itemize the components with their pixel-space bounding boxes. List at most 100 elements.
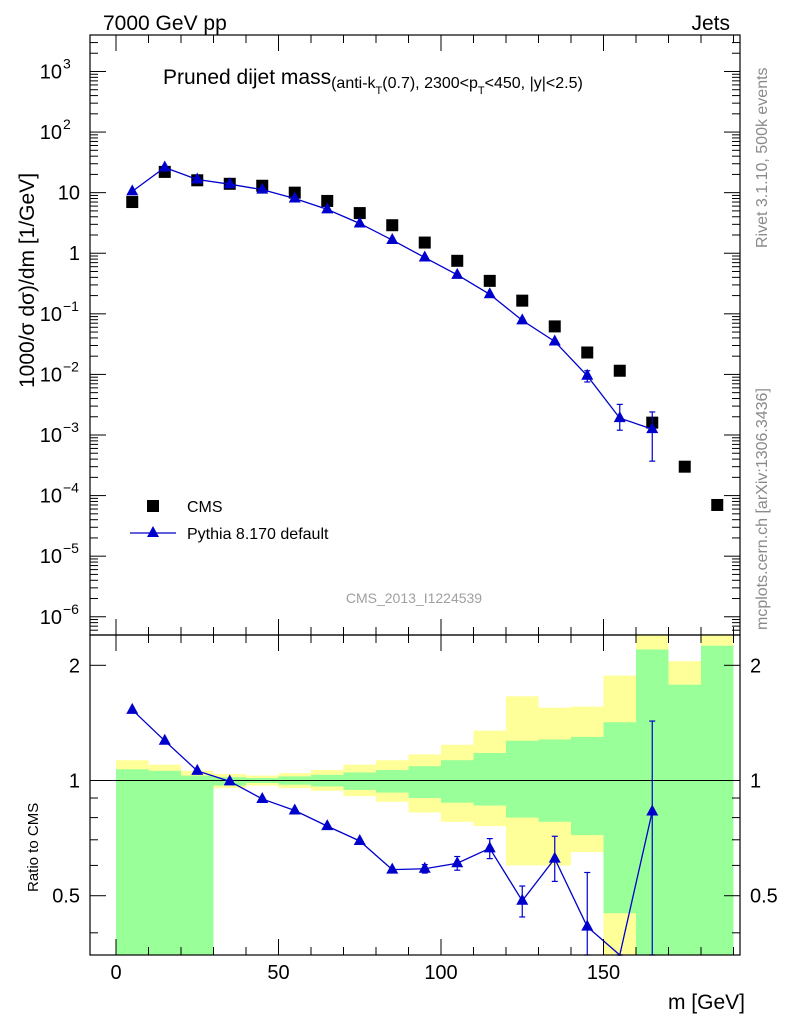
legend-pythia-marker	[147, 526, 159, 537]
main-y-tick-exponent: 3	[63, 55, 71, 71]
pythia-data-point	[191, 172, 204, 184]
ratio-inner-band	[116, 769, 149, 955]
ratio-inner-band	[408, 766, 441, 799]
cms-data-point	[451, 254, 464, 267]
main-x-ticks	[115, 35, 734, 635]
pythia-data-point	[386, 233, 399, 245]
ratio-data-point	[516, 893, 529, 905]
cms-data-point	[613, 364, 626, 377]
ratio-inner-band	[376, 770, 409, 793]
main-y-tick-exponent: 2	[63, 116, 71, 132]
ratio-inner-band	[148, 770, 181, 955]
main-y-tick-label: 1	[69, 243, 80, 265]
cms-data-point	[353, 207, 366, 220]
mcplots-label: mcplots.cern.ch [arXiv:1306.3436]	[754, 388, 771, 630]
main-y-tick-exponent: −5	[63, 540, 79, 556]
cms-data-point	[126, 196, 139, 209]
main-y-tick-label: 10	[40, 304, 62, 326]
ratio-data-marks	[126, 702, 659, 957]
pythia-data-point	[256, 182, 269, 194]
ratio-x-ticks: 0 50 100 150	[110, 635, 734, 984]
ratio-y-tick-label: 0.5	[52, 886, 80, 908]
ratio-inner-band	[343, 772, 376, 790]
main-y-tick-label: 10	[40, 364, 62, 386]
ratio-inner-band	[441, 760, 474, 803]
cms-data-point	[678, 460, 691, 473]
ratio-y-tick-label-right: 1	[750, 771, 761, 793]
ratio-plot-frame	[89, 634, 741, 956]
cms-data-point	[711, 498, 724, 511]
pythia-data-point	[288, 191, 301, 203]
x-tick-label: 0	[110, 962, 121, 984]
pythia-data-point	[483, 287, 496, 299]
rivet-version-label: Rivet 3.1.10, 500k events	[754, 67, 771, 248]
main-y-tick-label: 10	[40, 61, 62, 83]
ratio-plot-panel: 0 50 100 150 0.5 0.5 1 1 2 2 Ratio to CMS m [GeV…	[25, 634, 778, 1014]
analysis-watermark: CMS_2013_I1224539	[346, 590, 482, 606]
x-tick-label: 100	[424, 962, 457, 984]
header-energy-label: 7000 GeV pp	[103, 12, 227, 35]
main-y-tick-label: 10	[40, 607, 62, 629]
main-y-tick-label: 10	[40, 486, 62, 508]
legend-cms-marker	[147, 500, 159, 512]
cms-data-point	[516, 294, 529, 307]
legend-cms-label: CMS	[187, 499, 223, 516]
main-y-tick-exponent: −4	[63, 480, 79, 496]
ratio-data-point	[256, 791, 269, 803]
x-axis-label: m [GeV]	[668, 991, 745, 1014]
ratio-data-point	[321, 819, 334, 831]
main-y-tick-label: 10	[58, 183, 80, 205]
x-tick-label: 150	[587, 962, 620, 984]
main-y-tick-exponent: −6	[63, 601, 79, 617]
pythia-data-point	[548, 334, 561, 346]
pythia-data-point	[158, 160, 171, 172]
main-y-tick-label: 10	[40, 425, 62, 447]
ratio-data-point	[418, 861, 431, 873]
main-plot-frame	[89, 34, 741, 636]
main-y-tick-exponent: −3	[63, 419, 79, 435]
cms-data-point	[386, 219, 399, 232]
pythia-data-point	[516, 313, 529, 325]
ratio-data-point	[223, 774, 236, 786]
ratio-data-point	[353, 833, 366, 845]
ratio-y-tick-label: 1	[69, 771, 80, 793]
ratio-inner-band	[506, 740, 539, 818]
ratio-uncertainty-bands	[116, 635, 734, 955]
main-data-marks	[126, 160, 724, 511]
ratio-data-point	[581, 919, 594, 931]
ratio-y-axis-label: Ratio to CMS	[25, 803, 42, 892]
pythia-data-point	[581, 368, 594, 380]
legend: CMS Pythia 8.170 default	[130, 499, 329, 543]
ratio-data-point	[483, 841, 496, 853]
ratio-inner-band	[603, 722, 636, 914]
ratio-data-point	[288, 803, 301, 815]
cms-data-point	[483, 274, 496, 287]
x-tick-label: 50	[267, 962, 289, 984]
ratio-y-tick-label-right: 0.5	[750, 886, 778, 908]
cms-data-point	[581, 346, 594, 359]
ratio-data-point	[451, 856, 464, 868]
ratio-data-point	[386, 862, 399, 874]
pythia-data-point	[353, 216, 366, 228]
ratio-data-point	[548, 851, 561, 863]
main-y-tick-exponent: −2	[63, 358, 79, 374]
ratio-inner-band	[701, 645, 734, 955]
pythia-data-point	[321, 202, 334, 214]
ratio-data-point	[158, 733, 171, 745]
ratio-data-point	[191, 763, 204, 775]
ratio-inner-band	[473, 753, 506, 806]
pythia-data-point	[451, 267, 464, 279]
pythia-data-point	[223, 177, 236, 189]
main-plot-title: Pruned dijet mass(anti-kT(0.7), 2300<pT<…	[163, 66, 583, 97]
pythia-data-point	[646, 422, 659, 434]
main-y-tick-exponent: −1	[63, 298, 79, 314]
ratio-y-tick-label-right: 2	[750, 655, 761, 677]
ratio-y-tick-label: 2	[69, 655, 80, 677]
ratio-data-point	[126, 702, 139, 714]
cms-data-point	[548, 320, 561, 333]
ratio-data-point	[646, 804, 659, 816]
pythia-data-point	[418, 250, 431, 262]
